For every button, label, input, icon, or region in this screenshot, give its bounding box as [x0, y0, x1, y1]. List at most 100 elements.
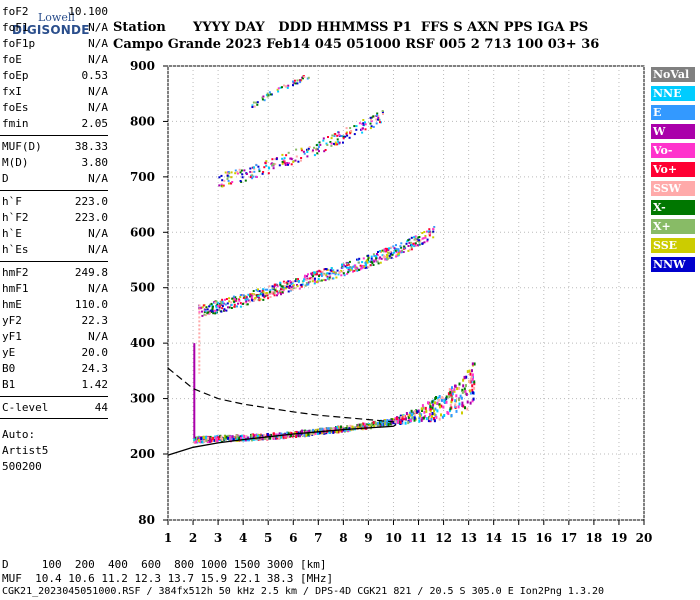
echo-mark-2f-trace: [254, 296, 257, 299]
echo-mark-2f-trace: [332, 272, 335, 275]
echo-mark-f-trace: [301, 433, 304, 437]
echo-mark-2f-trace: [359, 268, 362, 271]
param-label: C-level: [2, 401, 49, 414]
echo-mark-f-trace: [232, 438, 235, 442]
x-tick-label: 7: [314, 531, 322, 545]
echo-mark-f-trace: [314, 431, 317, 435]
echo-mark-2f-trace: [291, 288, 294, 291]
echo-mark-3f-trace: [337, 131, 340, 134]
echo-mark-2f-trace: [421, 237, 424, 240]
echo-mark-3f-trace: [306, 148, 308, 151]
echo-mark-2f-trace: [239, 302, 242, 305]
echo-mark-2f-trace: [320, 273, 323, 276]
echo-mark-3f-trace: [318, 150, 320, 153]
echo-mark-2f-trace: [380, 250, 382, 253]
echo-mark-2f-trace: [267, 297, 270, 300]
echo-mark-2f-trace: [395, 251, 398, 254]
echo-mark-3f-trace: [226, 174, 229, 177]
echo-mark-3f-trace: [226, 173, 229, 176]
echo-mark-2f-trace: [385, 249, 388, 252]
echo-mark-2f-trace: [362, 257, 365, 260]
echo-mark-f-trace: [302, 430, 305, 434]
echo-mark-2f-trace: [376, 254, 379, 257]
echo-mark-2f-trace: [285, 285, 288, 288]
echo-mark-2f-trace: [375, 259, 378, 262]
echo-mark-2f-trace: [273, 294, 276, 297]
echo-mark-2f-trace: [221, 302, 224, 305]
echo-mark-2f-trace: [237, 302, 239, 305]
logo-digisonde-text: DIGISONDE: [12, 23, 90, 37]
echo-mark-4f-trace: [296, 82, 299, 85]
echo-mark-2f-trace: [389, 250, 392, 253]
echo-mark-2f-trace: [266, 288, 269, 291]
echo-mark-2f-trace: [206, 311, 209, 314]
echo-mark-f-trace: [345, 427, 348, 430]
echo-mark-f-trace: [413, 416, 416, 420]
echo-mark-3f-trace: [306, 151, 309, 153]
echo-mark-f-trace: [417, 409, 420, 413]
echo-mark-4f-trace: [253, 105, 256, 108]
echo-mark-2f-trace: [268, 285, 271, 288]
echo-mark-2f-trace: [313, 279, 316, 282]
echo-mark-2f-trace: [352, 265, 355, 268]
echo-mark-f-trace: [453, 389, 456, 393]
echo-mark-f-trace: [420, 407, 423, 411]
echo-mark-2f-trace: [268, 290, 271, 293]
echo-mark-2f-trace: [303, 276, 306, 279]
echo-mark-f-trace: [305, 433, 308, 437]
echo-mark-2f-trace: [389, 253, 392, 256]
echo-mark-2f-trace: [233, 298, 236, 301]
echo-mark-2f-trace: [274, 289, 277, 292]
echo-mark-2f-trace: [373, 260, 376, 263]
echo-mark-f-trace: [425, 409, 428, 413]
echo-mark-2f-trace: [361, 266, 364, 269]
echo-mark-f-trace: [471, 388, 474, 392]
echo-mark-3f-trace: [224, 171, 227, 174]
echo-mark-f-trace: [407, 421, 410, 425]
echo-mark-2f-trace: [216, 303, 219, 306]
echo-mark-2f-trace: [307, 281, 310, 284]
param-value: 20.0: [81, 346, 109, 359]
echo-mark-3f-trace: [337, 140, 340, 143]
echo-mark-3f-trace: [349, 130, 352, 132]
echo-mark-2f-trace: [315, 273, 318, 276]
echo-mark-2f-trace: [365, 264, 367, 267]
echo-mark-2f-trace: [312, 273, 315, 276]
echo-mark-f-trace: [458, 398, 461, 402]
echo-mark-2f-trace: [424, 236, 427, 239]
echo-mark-2f-trace: [230, 301, 233, 304]
echo-mark-2f-trace: [247, 299, 250, 302]
echo-mark-2f-trace: [283, 282, 286, 285]
echo-mark-3f-trace: [308, 146, 311, 148]
echo-mark-2f-trace: [411, 244, 413, 247]
x-tick-label: 4: [239, 531, 247, 545]
echo-mark-2f-trace: [220, 302, 223, 305]
echo-mark-2f-trace: [347, 263, 350, 266]
echo-mark-3f-trace: [221, 179, 224, 182]
x-tick-label: 10: [385, 531, 402, 545]
echo-mark-f-trace: [473, 362, 476, 366]
echo-mark-2f-trace: [280, 293, 282, 296]
echo-mark-2f-trace: [328, 272, 331, 275]
echo-mark-2f-trace: [350, 266, 353, 269]
echo-mark-3f-trace: [234, 169, 237, 172]
echo-mark-2f-trace: [301, 283, 304, 286]
x-tick-label: 12: [435, 531, 452, 545]
param-value: 249.8: [74, 266, 108, 279]
panel-divider: [0, 135, 108, 136]
echo-mark-f-trace: [308, 432, 311, 436]
echo-mark-f-trace: [384, 421, 386, 425]
echo-mark-f-trace: [312, 428, 315, 432]
echo-mark-3f-trace: [364, 121, 366, 124]
echo-mark-f-trace: [389, 422, 392, 426]
echo-mark-2f-trace: [259, 298, 262, 301]
echo-mark-2f-trace: [270, 292, 273, 295]
echo-mark-f-trace: [247, 436, 249, 440]
echo-mark-2f-trace: [221, 305, 224, 308]
param-value: N/A: [88, 85, 108, 98]
echo-mark-f-trace: [471, 377, 474, 381]
echo-mark-2f-trace: [352, 270, 354, 273]
echo-mark-2f-trace: [246, 303, 249, 306]
echo-mark-2f-trace: [413, 236, 416, 239]
echo-mark-2f-trace: [292, 287, 295, 290]
